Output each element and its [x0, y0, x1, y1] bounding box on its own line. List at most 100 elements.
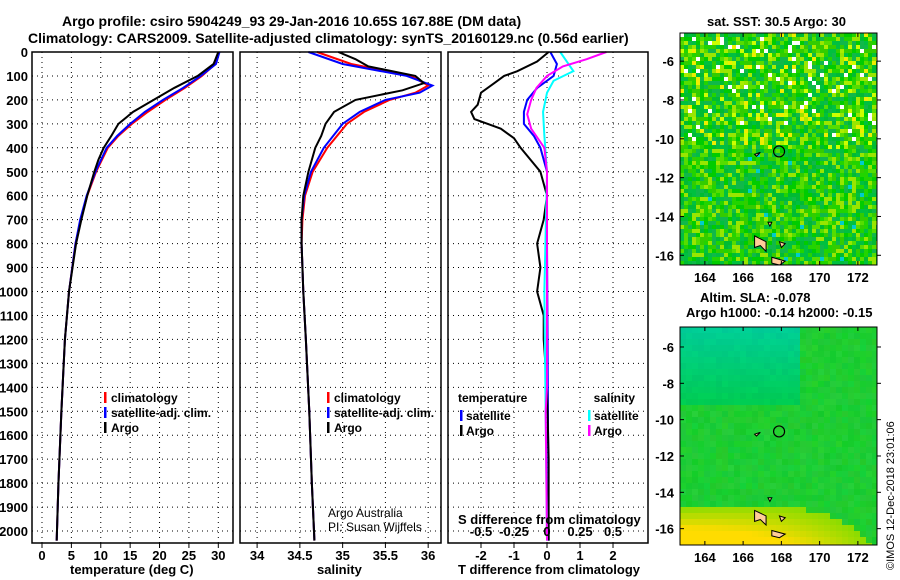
map-cell: [752, 531, 758, 537]
map-cell: [794, 513, 800, 519]
map-cell: [748, 233, 752, 237]
map-cell: [776, 49, 780, 53]
annotation-argo-australia: Argo Australia: [328, 506, 403, 520]
map-cell: [836, 141, 840, 145]
map-cell: [864, 113, 868, 117]
map-cell: [748, 137, 752, 141]
legend-temperature-title: temperature: [458, 391, 528, 405]
map-cell: [848, 501, 854, 507]
map-cell: [722, 327, 728, 333]
map-cell: [716, 241, 720, 245]
map-cell: [812, 333, 818, 339]
map-cell: [760, 233, 764, 237]
map-cell: [852, 241, 856, 245]
map-cell: [860, 245, 864, 249]
map-cell: [848, 495, 854, 501]
map-cell: [816, 209, 820, 213]
map-cell: [832, 117, 836, 121]
map-cell: [832, 145, 836, 149]
map-cell: [872, 369, 877, 375]
map-cell: [696, 93, 700, 97]
map-cell: [756, 41, 760, 45]
map-cell: [752, 495, 758, 501]
map-cell: [872, 363, 877, 369]
map-cell: [764, 109, 768, 113]
map-cell: [860, 101, 864, 105]
map-cell: [692, 157, 696, 161]
map-cell: [872, 77, 876, 81]
map-cell: [836, 157, 840, 161]
map-cell: [746, 447, 752, 453]
map-cell: [752, 161, 756, 165]
map-cell: [852, 129, 856, 133]
map-cell: [780, 41, 784, 45]
map-cell: [818, 399, 824, 405]
map-cell: [740, 447, 746, 453]
map-cell: [806, 369, 812, 375]
map-cell: [832, 201, 836, 205]
map-cell: [764, 261, 768, 265]
map-cell: [776, 53, 780, 57]
map-cell: [768, 237, 772, 241]
map-cell: [860, 85, 864, 89]
depth-tick-label: 400: [6, 141, 28, 156]
map-cell: [856, 69, 860, 73]
map-cell: [698, 435, 704, 441]
map-cell: [836, 33, 840, 37]
map-cell: [842, 489, 848, 495]
map-cell: [704, 117, 708, 121]
map-cell: [688, 185, 692, 189]
map-cell: [696, 33, 700, 37]
map-cell: [808, 249, 812, 253]
map-cell: [800, 217, 804, 221]
map-cell: [728, 513, 734, 519]
map-cell: [734, 357, 740, 363]
map-cell: [716, 213, 720, 217]
map-cell: [696, 53, 700, 57]
map-cell: [716, 229, 720, 233]
map-cell: [836, 109, 840, 113]
map-cell: [848, 65, 852, 69]
map-cell: [776, 459, 782, 465]
map-cell: [812, 237, 816, 241]
map-cell: [704, 205, 708, 209]
map-cell: [692, 61, 696, 65]
map-cell: [828, 133, 832, 137]
sla-map-lon-label: 166: [732, 550, 754, 565]
map-cell: [788, 73, 792, 77]
map-cell: [720, 53, 724, 57]
map-cell: [736, 249, 740, 253]
map-cell: [692, 169, 696, 173]
map-cell: [736, 193, 740, 197]
map-cell: [836, 375, 842, 381]
map-cell: [816, 109, 820, 113]
map-cell: [744, 41, 748, 45]
map-cell: [824, 483, 830, 489]
map-cell: [772, 69, 776, 73]
map-cell: [764, 453, 770, 459]
difference-xlabel: T difference from climatology: [458, 562, 641, 577]
map-cell: [696, 129, 700, 133]
map-cell: [772, 169, 776, 173]
map-cell: [712, 177, 716, 181]
map-cell: [872, 221, 876, 225]
map-cell: [680, 101, 684, 105]
map-cell: [722, 333, 728, 339]
map-cell: [828, 185, 832, 189]
map-cell: [764, 257, 768, 261]
map-cell: [740, 157, 744, 161]
map-cell: [854, 435, 860, 441]
map-cell: [704, 109, 708, 113]
map-cell: [844, 145, 848, 149]
map-cell: [788, 405, 794, 411]
map-cell: [844, 205, 848, 209]
map-cell: [860, 327, 866, 333]
map-cell: [782, 495, 788, 501]
map-cell: [764, 519, 770, 525]
map-cell: [744, 81, 748, 85]
map-cell: [860, 495, 866, 501]
map-cell: [680, 387, 686, 393]
map-cell: [840, 149, 844, 153]
map-cell: [744, 213, 748, 217]
map-cell: [816, 49, 820, 53]
